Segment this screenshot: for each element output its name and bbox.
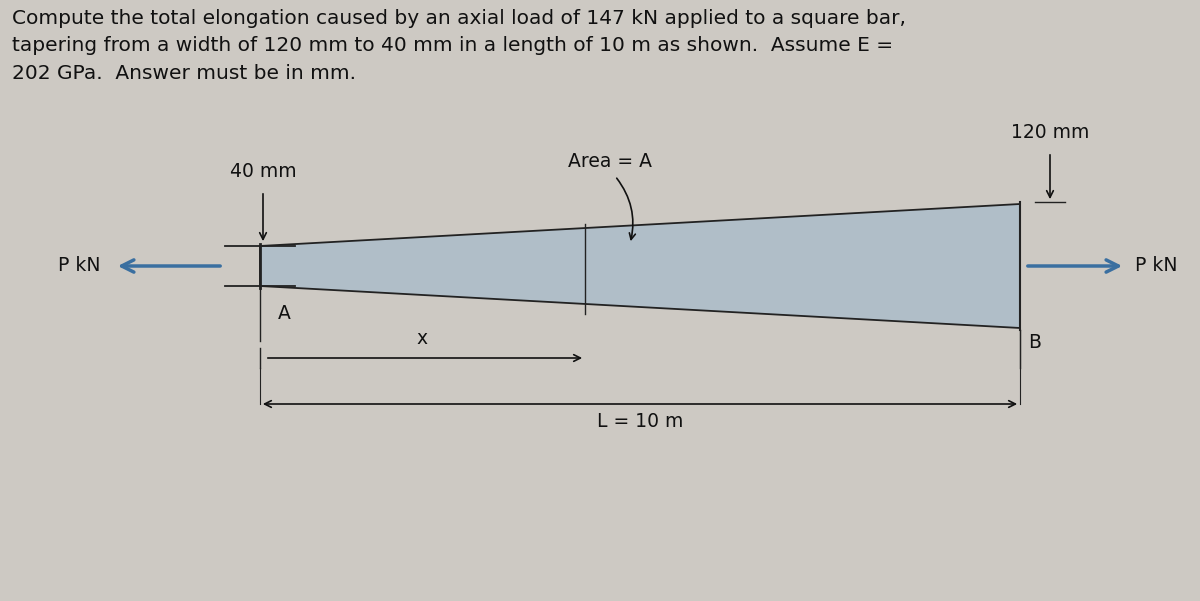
Text: x: x [416, 329, 428, 348]
Text: Area = A: Area = A [568, 152, 652, 171]
Text: L = 10 m: L = 10 m [596, 412, 683, 431]
Text: P kN: P kN [1135, 257, 1177, 275]
Text: 40 mm: 40 mm [229, 162, 296, 181]
Text: B: B [1028, 333, 1042, 352]
Text: Compute the total elongation caused by an axial load of 147 kN applied to a squa: Compute the total elongation caused by a… [12, 9, 906, 82]
Polygon shape [260, 204, 1020, 328]
Text: A: A [278, 304, 290, 323]
Text: P kN: P kN [58, 257, 100, 275]
Text: 120 mm: 120 mm [1010, 123, 1090, 142]
